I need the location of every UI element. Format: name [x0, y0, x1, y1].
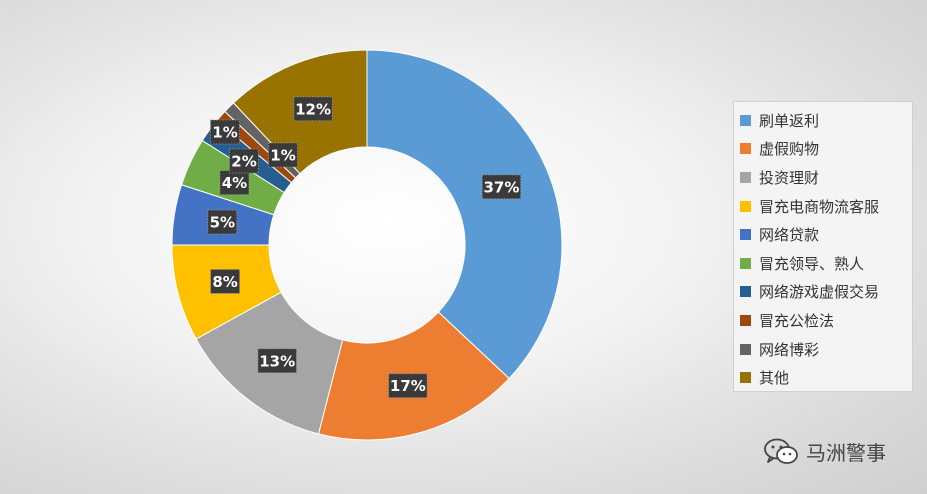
legend-item: 刷单返利	[734, 106, 912, 135]
legend-swatch	[740, 114, 751, 126]
legend-label: 网络博彩	[759, 340, 820, 359]
data-label: 1%	[210, 119, 240, 145]
data-label-box	[207, 209, 238, 235]
donut-slices	[171, 49, 563, 441]
legend-item: 网络贷款	[734, 220, 912, 249]
data-label-box	[210, 269, 241, 294]
legend-item: 冒充领导、熟人	[734, 249, 912, 278]
legend-label: 虚假购物	[759, 140, 820, 159]
data-label-text: 2%	[231, 153, 256, 171]
legend-label: 冒充公检法	[759, 311, 835, 330]
legend-swatch	[740, 171, 751, 183]
legend-item: 冒充电商物流客服	[734, 192, 912, 221]
data-label-text: 37%	[483, 178, 519, 196]
data-label-text: 17%	[390, 377, 426, 395]
chart-legend: 刷单返利虚假购物投资理财冒充电商物流客服 网络贷款冒充领导、熟人 网络游戏虚假交易冒…	[733, 101, 913, 392]
legend-item: 网络博彩	[734, 335, 912, 364]
legend-item: 其他	[734, 363, 912, 392]
data-label-text: 12%	[295, 100, 331, 118]
legend-swatch	[740, 314, 751, 326]
legend-label: 其他	[759, 369, 790, 388]
legend-label: 投资理财	[759, 168, 820, 187]
watermark-text: 马洲警事	[806, 441, 886, 465]
data-label: 8%	[210, 269, 241, 294]
data-label-text: 1%	[270, 147, 295, 165]
data-label-text: 5%	[210, 214, 235, 232]
legend-label: 刷单返利	[759, 111, 820, 130]
wechat-icon	[764, 438, 798, 464]
data-label-text: 13%	[259, 352, 295, 370]
legend-label: 冒充电商物流客服	[759, 197, 880, 216]
legend-item: 网络游戏虚假交易	[734, 278, 912, 307]
data-label: 1%	[268, 142, 298, 168]
legend-item: 冒充公检法	[734, 306, 912, 335]
data-label-box	[229, 148, 259, 174]
legend-swatch	[740, 343, 751, 355]
legend-label: 冒充领导、熟人	[759, 254, 865, 273]
data-label: 5%	[207, 209, 238, 235]
watermark: 马洲警事	[764, 437, 886, 466]
data-label: 37%	[481, 174, 522, 200]
legend-swatch	[740, 143, 751, 155]
legend-label: 网络贷款	[759, 226, 820, 245]
data-label-box	[481, 174, 522, 200]
data-label-box	[257, 348, 297, 374]
legend-swatch	[740, 200, 751, 212]
legend-item: 虚假购物	[734, 135, 912, 164]
data-label: 12%	[293, 96, 333, 122]
data-label-box	[210, 119, 240, 145]
legend-swatch	[740, 372, 751, 384]
legend-item: 投资理财	[734, 163, 912, 192]
data-label-box	[293, 96, 333, 122]
data-label: 4%	[219, 170, 250, 196]
data-label: 17%	[388, 373, 428, 399]
data-label-text: 1%	[212, 124, 237, 142]
data-label: 13%	[257, 348, 297, 374]
data-label-text: 4%	[222, 174, 247, 192]
data-label-box	[388, 373, 428, 399]
data-label: 2%	[229, 148, 259, 174]
legend-swatch	[740, 257, 751, 269]
legend-swatch	[740, 286, 751, 298]
data-labels: 37% 17% 13% 8% 5% 4% 2% 1% 1% 12%	[207, 96, 522, 399]
legend-swatch	[740, 229, 751, 241]
donut-slice	[366, 49, 563, 380]
data-label-text: 8%	[212, 273, 237, 291]
data-label-box	[219, 170, 250, 196]
legend-label: 网络游戏虚假交易	[759, 283, 880, 302]
data-label-box	[268, 142, 298, 168]
